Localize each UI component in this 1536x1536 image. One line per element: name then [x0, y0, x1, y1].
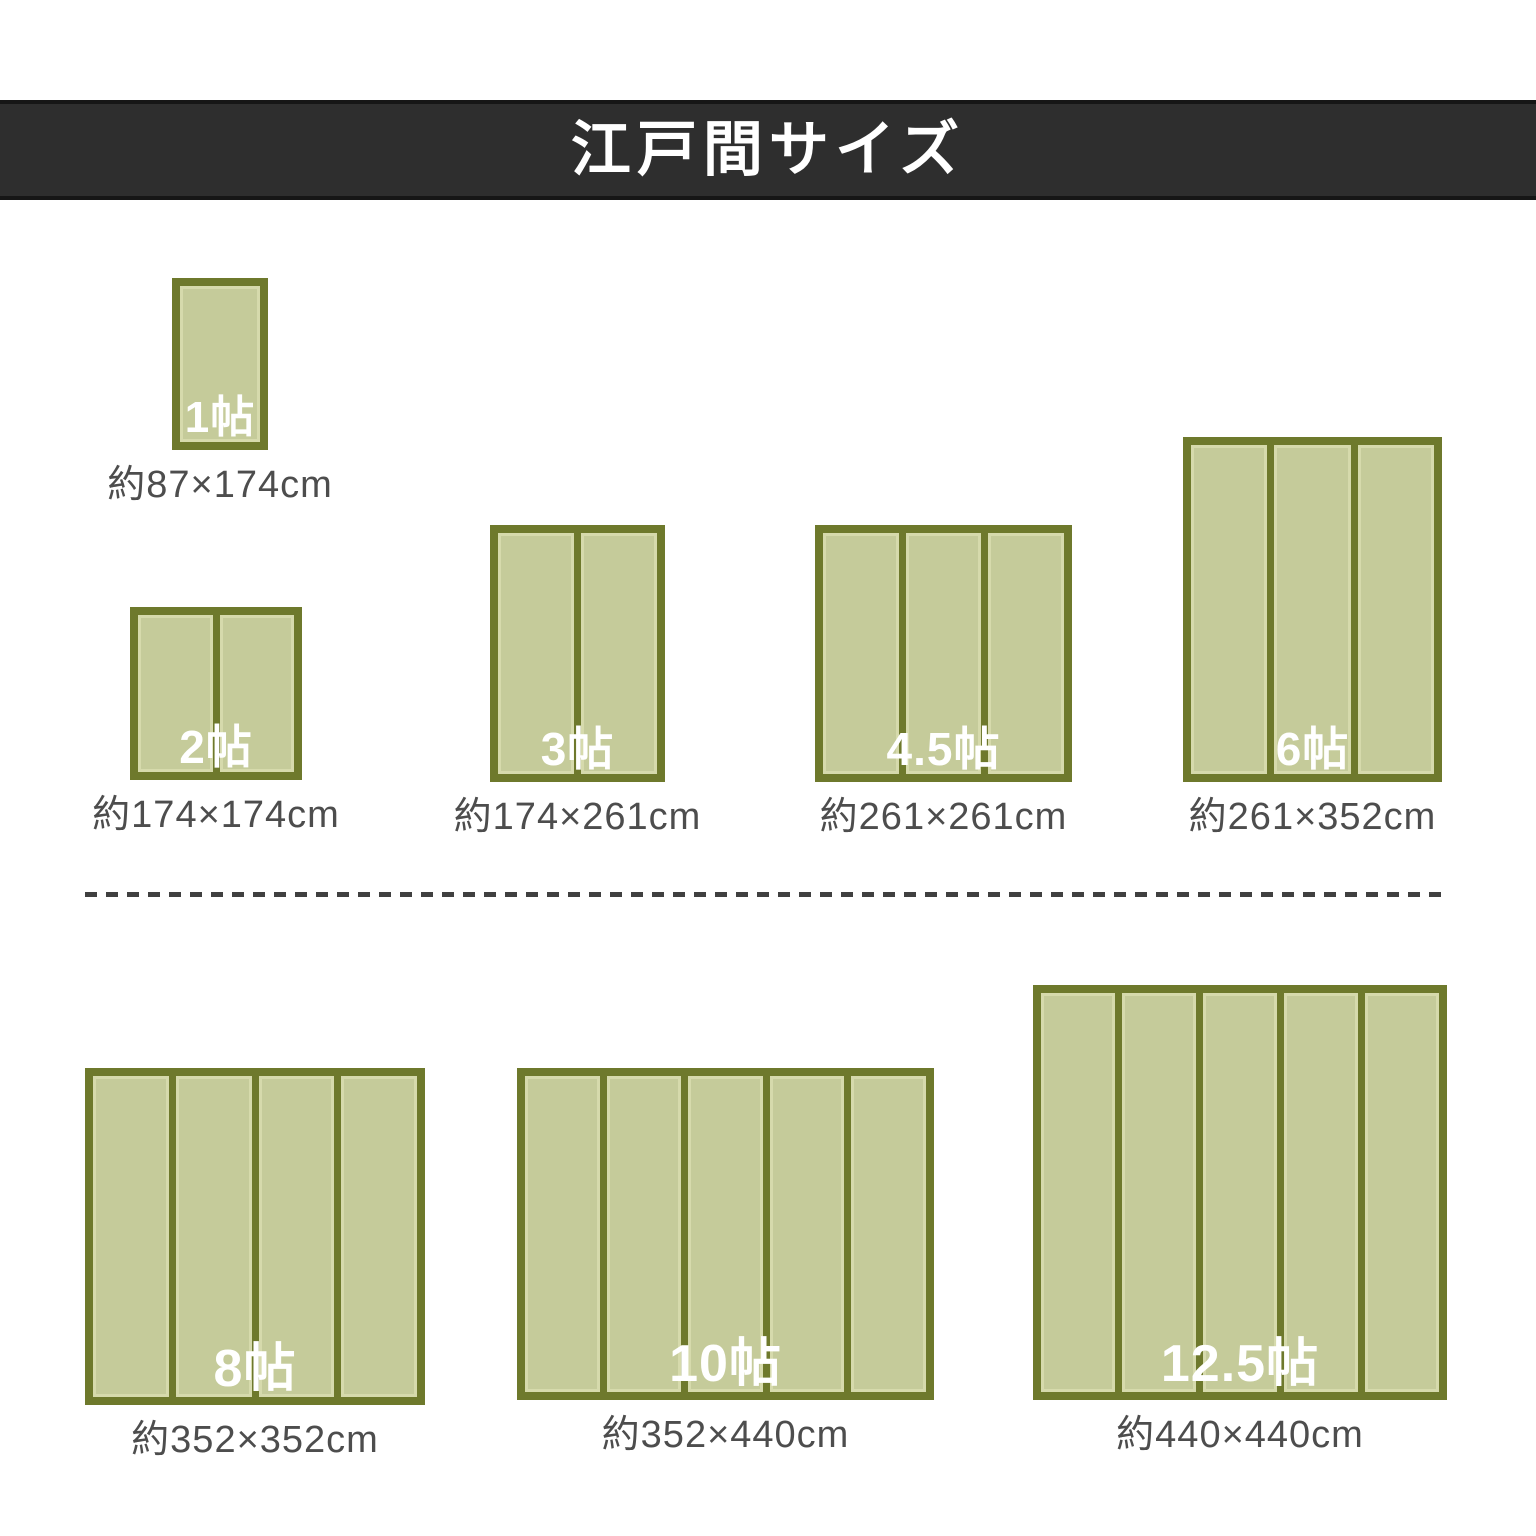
- tatami-panel: [823, 533, 899, 774]
- tatami-panel: [581, 533, 657, 774]
- rug: 3帖: [490, 525, 665, 782]
- rug-size-label: 4.5帖: [886, 723, 1001, 775]
- rug-dimension-label: 約261×352cm: [1188, 796, 1437, 838]
- tatami-panel: [175, 1076, 252, 1397]
- rug-dimension-label: 約174×174cm: [92, 794, 340, 836]
- rug-dimension-label: 約174×261cm: [453, 796, 702, 838]
- rug-size-label: 3帖: [540, 723, 615, 775]
- rug-dimension-label: 約352×440cm: [601, 1414, 850, 1456]
- tatami-panel: [905, 533, 982, 774]
- tatami-panel: [1041, 993, 1115, 1392]
- tatami-panel: [1122, 993, 1196, 1392]
- dashed-divider: [85, 892, 1447, 897]
- tatami-panel: [219, 615, 294, 772]
- rug-size-label: 6帖: [1275, 723, 1350, 775]
- tatami-panel: [525, 1076, 600, 1392]
- rug: 4.5帖: [815, 525, 1072, 782]
- rug: 2帖: [130, 607, 302, 780]
- rug: 10帖: [517, 1068, 934, 1400]
- rug: 6帖: [1183, 437, 1442, 782]
- rug-dimension-label: 約440×440cm: [1116, 1414, 1364, 1456]
- tatami-panel: [1191, 445, 1268, 774]
- rug-dimension-label: 約352×352cm: [131, 1419, 379, 1461]
- rug-dimension-label: 約261×261cm: [819, 796, 1068, 838]
- tatami-panel: [769, 1076, 845, 1392]
- tatami-panel: [341, 1076, 417, 1397]
- tatami-panel: [138, 615, 213, 772]
- page-title: 江戸間サイズ: [570, 116, 966, 183]
- tatami-panel: [606, 1076, 682, 1392]
- tatami-panel: [1357, 445, 1434, 774]
- tatami-panel: [258, 1076, 335, 1397]
- rug-size-label: 1帖: [184, 393, 256, 442]
- tatami-panel: [988, 533, 1065, 774]
- rug: 8帖: [85, 1068, 425, 1405]
- rug-dimension-label: 約87×174cm: [107, 464, 333, 506]
- rug-size-label: 2帖: [179, 721, 253, 773]
- tatami-panel: [1365, 993, 1439, 1392]
- rug-size-label: 12.5帖: [1160, 1335, 1320, 1393]
- rug-size-label: 8帖: [213, 1340, 297, 1398]
- tatami-panel: [688, 1076, 763, 1392]
- tatami-panel: [1274, 445, 1351, 774]
- tatami-panel: [93, 1076, 169, 1397]
- rug: 12.5帖: [1033, 985, 1447, 1400]
- tatami-panel: [1284, 993, 1358, 1392]
- tatami-panel: [498, 533, 574, 774]
- tatami-panel: [180, 286, 260, 442]
- rug-size-label: 10帖: [669, 1335, 782, 1393]
- tatami-panel: [1203, 993, 1277, 1392]
- rug: 1帖: [172, 278, 268, 450]
- header-bar: 江戸間サイズ: [0, 100, 1536, 200]
- tatami-panel: [851, 1076, 926, 1392]
